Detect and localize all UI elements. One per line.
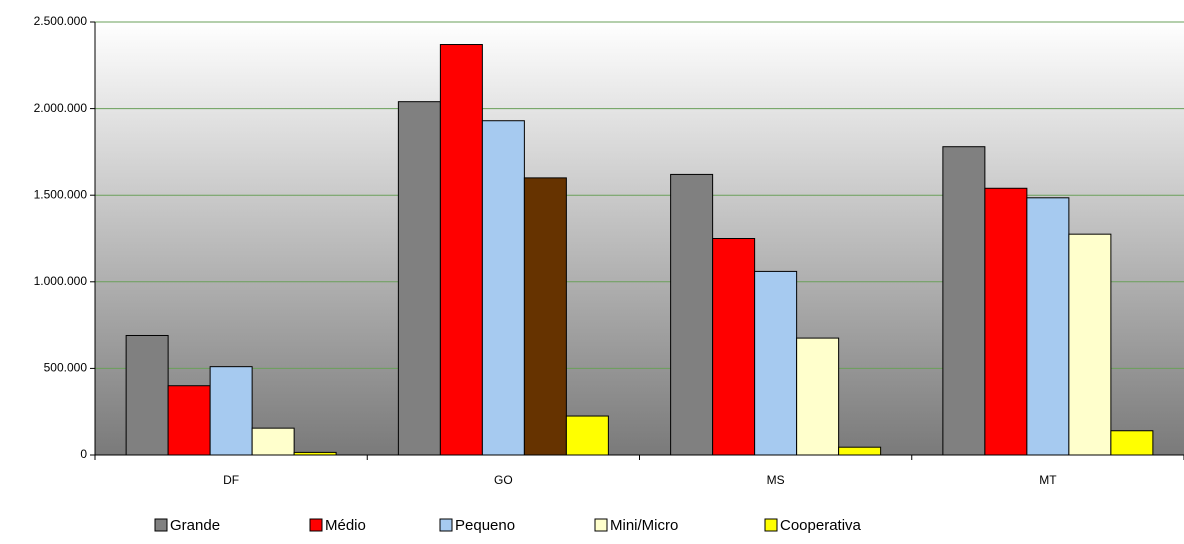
bar: [796, 337, 840, 456]
legend-label: Cooperativa: [780, 517, 862, 534]
bar: [209, 366, 253, 456]
legend-swatch: [439, 518, 453, 532]
legend-label: Pequeno: [455, 517, 515, 534]
bar: [167, 385, 211, 456]
bar: [1110, 430, 1154, 456]
bar: [712, 238, 756, 456]
x-tick-label: GO: [494, 473, 513, 487]
y-tick-label: 1.000.000: [34, 274, 88, 288]
legend-label: Grande: [170, 517, 220, 534]
y-tick-label: 500.000: [44, 361, 88, 375]
bar: [984, 187, 1028, 456]
legend-swatch: [594, 518, 608, 532]
bar: [1026, 197, 1070, 456]
y-tick-label: 2.500.000: [34, 14, 88, 28]
legend-swatch: [309, 518, 323, 532]
legend-label: Mini/Micro: [610, 517, 678, 534]
y-tick-label: 2.000.000: [34, 101, 88, 115]
bar: [397, 101, 441, 456]
y-tick-label: 1.500.000: [34, 187, 88, 201]
legend-label: Médio: [325, 517, 366, 534]
x-tick-label: MT: [1039, 473, 1057, 487]
bar: [754, 270, 798, 456]
x-tick-label: MS: [767, 473, 785, 487]
legend-swatch: [154, 518, 168, 532]
bar: [439, 44, 483, 456]
bar: [942, 146, 986, 456]
bar: [481, 120, 525, 456]
bar: [670, 173, 714, 456]
legend-swatch: [764, 518, 778, 532]
bar: [125, 334, 169, 456]
bar: [251, 427, 295, 456]
x-tick-label: DF: [223, 473, 239, 487]
bar: [1068, 233, 1112, 456]
bar: [523, 177, 567, 456]
bar: [565, 415, 609, 456]
bar: [838, 446, 882, 456]
y-tick-label: 0: [80, 447, 87, 461]
bar: [293, 451, 337, 456]
